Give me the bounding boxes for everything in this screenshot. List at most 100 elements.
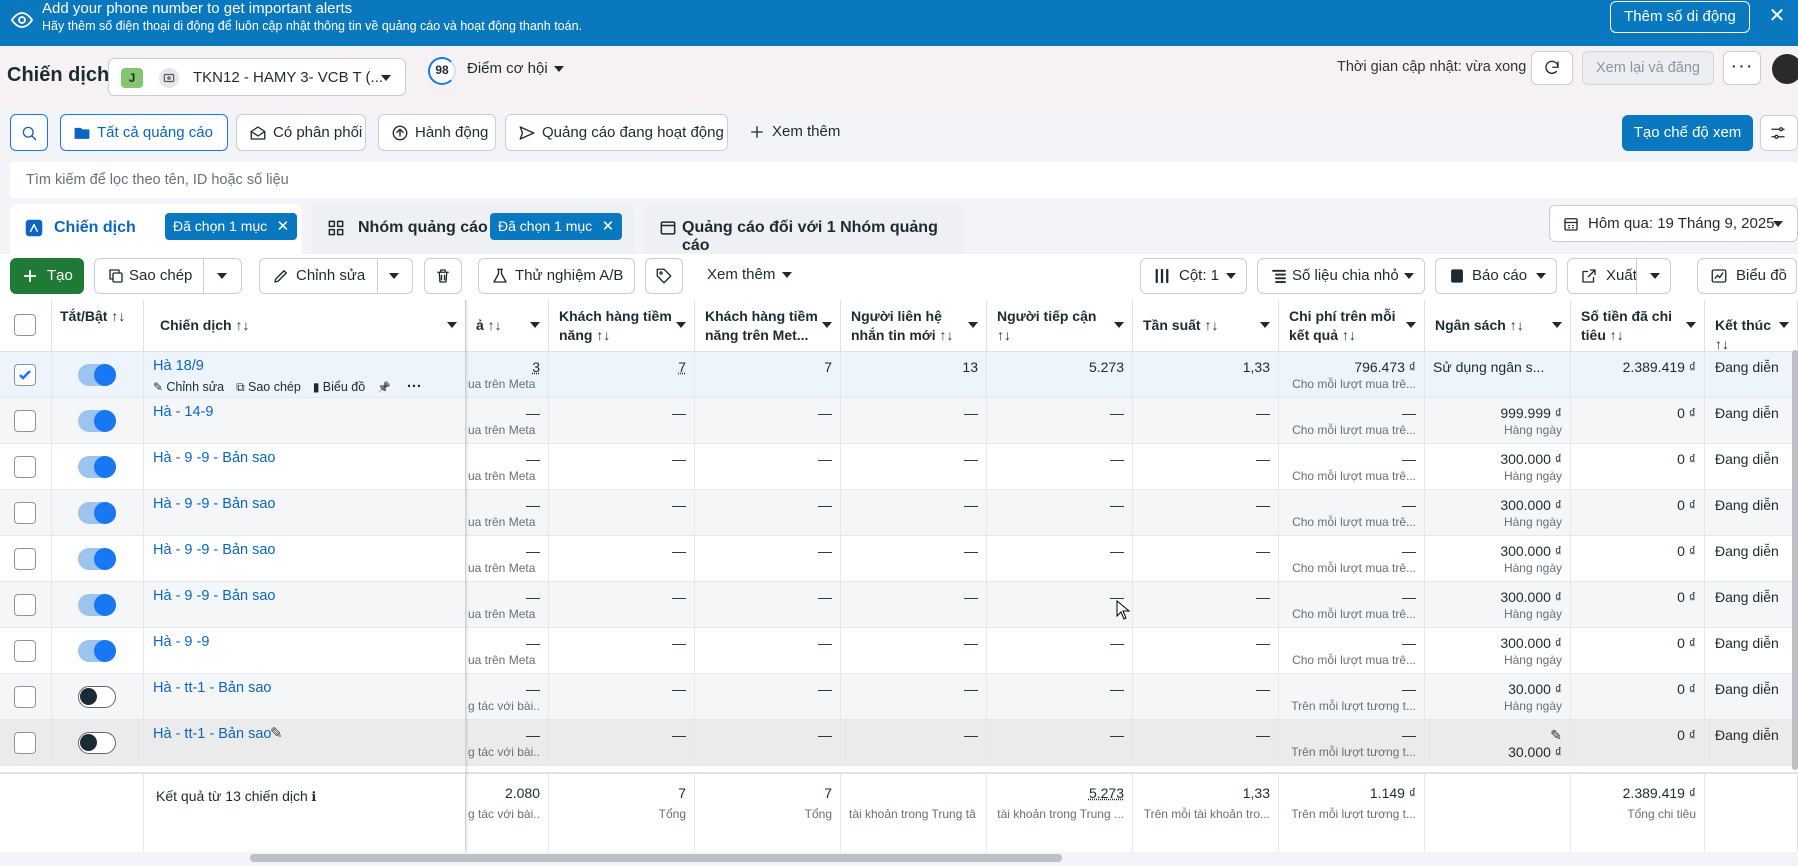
column-header-budget[interactable]: Ngân sách ↑↓ bbox=[1425, 300, 1571, 352]
column-header-toggle[interactable]: Tắt/Bật ↑↓ bbox=[52, 300, 144, 352]
chevron-down-icon[interactable] bbox=[1686, 322, 1696, 328]
status-toggle[interactable] bbox=[78, 548, 116, 570]
row-checkbox[interactable] bbox=[14, 364, 36, 386]
horizontal-scrollbar[interactable] bbox=[250, 854, 1062, 862]
column-header-end[interactable]: Kết thúc ↑↓ bbox=[1705, 300, 1798, 352]
filter-active-ads[interactable]: Quảng cáo đang hoạt động bbox=[505, 114, 728, 151]
filter-delivery[interactable]: Có phân phối bbox=[236, 114, 366, 151]
status-toggle[interactable] bbox=[78, 686, 116, 708]
row-checkbox[interactable] bbox=[14, 640, 36, 662]
column-header-leads-meta[interactable]: Khách hàng tiềm năng trên Met... bbox=[695, 300, 841, 352]
review-publish-button[interactable]: Xem lại và đăng bbox=[1582, 51, 1714, 85]
pin-icon[interactable]: 📌 bbox=[377, 382, 391, 394]
campaign-selected-chip[interactable]: Đã chọn 1 mục ✕ bbox=[165, 213, 298, 240]
opportunity-score-badge[interactable]: 98 bbox=[428, 57, 456, 85]
vertical-scrollbar[interactable] bbox=[1792, 350, 1798, 770]
table-row[interactable]: Hà 18/9 ✎ Chỉnh sửa ⧉ Sao chép ▮ Biểu đồ 📌 ··… bbox=[0, 352, 1798, 398]
status-toggle[interactable] bbox=[78, 456, 116, 478]
row-checkbox[interactable] bbox=[14, 410, 36, 432]
close-icon[interactable]: ✕ bbox=[276, 218, 290, 235]
chevron-down-icon[interactable] bbox=[968, 322, 978, 328]
table-row[interactable]: Hà - 9 -9 — ua trên Meta — — — — — — Cho mỗi lượt… bbox=[0, 628, 1798, 674]
pencil-icon[interactable]: ✎ bbox=[270, 725, 283, 742]
info-icon[interactable]: ℹ bbox=[307, 789, 317, 804]
campaign-name-link[interactable]: Hà - tt-1 - Bản sao bbox=[153, 726, 272, 742]
column-header-results[interactable]: ả ↑↓ bbox=[466, 300, 549, 352]
column-header-amount-spent[interactable]: Số tiền đã chi tiêu ↑↓ bbox=[1571, 300, 1705, 352]
campaign-name-link[interactable]: Hà - 9 -9 - Bản sao bbox=[153, 496, 276, 512]
filter-all-ads[interactable]: Tất cả quảng cáo bbox=[60, 114, 228, 151]
campaign-name-link[interactable]: Hà - 9 -9 - Bản sao bbox=[153, 450, 276, 466]
toolbar-more-button[interactable]: Xem thêm bbox=[695, 258, 805, 294]
date-range-picker[interactable]: Hôm qua: 19 Tháng 9, 2025 bbox=[1549, 205, 1798, 242]
tag-button[interactable] bbox=[645, 258, 683, 294]
table-row[interactable]: Hà - tt-1 - Bản sao — g tác với bài... — — — —… bbox=[0, 674, 1798, 720]
refresh-button[interactable] bbox=[1531, 51, 1573, 85]
chart-button[interactable]: Biểu đồ bbox=[1697, 258, 1797, 294]
table-row[interactable]: Hà - 9 -9 - Bản sao — ua trên Meta — — — — — — Ch… bbox=[0, 536, 1798, 582]
campaign-name-link[interactable]: Hà - 9 -9 - Bản sao bbox=[153, 588, 276, 604]
status-toggle[interactable] bbox=[78, 732, 116, 754]
table-row[interactable]: Hà - 9 -9 - Bản sao — ua trên Meta — — — — — — Ch… bbox=[0, 444, 1798, 490]
filter-see-more[interactable]: Xem thêm bbox=[736, 114, 846, 151]
more-options-icon[interactable]: ··· bbox=[406, 378, 422, 395]
column-header-reach[interactable]: Người tiếp cận ↑↓ bbox=[987, 300, 1133, 352]
reports-button[interactable]: Báo cáo bbox=[1435, 258, 1557, 294]
campaign-name-link[interactable]: Hà - tt-1 - Bản sao bbox=[153, 680, 272, 696]
campaign-name-link[interactable]: Hà 18/9 bbox=[153, 358, 204, 374]
table-row[interactable]: Hà - 14-9 — ua trên Meta — — — — — — Cho mỗi lượt… bbox=[0, 398, 1798, 444]
column-header-campaign[interactable]: Chiến dịch ↑↓ bbox=[144, 300, 466, 352]
chevron-down-icon[interactable] bbox=[552, 62, 566, 76]
row-checkbox[interactable] bbox=[14, 548, 36, 570]
chevron-down-icon[interactable] bbox=[822, 322, 832, 328]
edit-button[interactable]: Chỉnh sửa bbox=[259, 258, 413, 294]
chevron-down-icon[interactable] bbox=[1648, 269, 1662, 283]
search-button[interactable] bbox=[10, 114, 48, 151]
duplicate-button[interactable]: Sao chép bbox=[94, 258, 242, 294]
table-row[interactable]: Hà - tt-1 - Bản sao ✎ — g tác với bài... — — —… bbox=[0, 720, 1798, 766]
column-header-new-contacts[interactable]: Người liên hệ nhắn tin mới ↑↓ bbox=[841, 300, 987, 352]
export-button[interactable]: Xuất bbox=[1567, 258, 1671, 294]
row-checkbox[interactable] bbox=[14, 502, 36, 524]
chevron-down-icon[interactable] bbox=[1406, 322, 1416, 328]
columns-button[interactable]: Cột: 1 bbox=[1140, 258, 1247, 294]
chevron-down-icon[interactable] bbox=[387, 269, 401, 283]
create-view-button[interactable]: Tạo chế độ xem bbox=[1622, 115, 1753, 151]
status-toggle[interactable] bbox=[78, 502, 116, 524]
tab-campaigns[interactable]: Chiến dịch Đã chọn 1 mục ✕ bbox=[10, 204, 302, 254]
filter-actions[interactable]: Hành động bbox=[378, 114, 496, 151]
ab-test-button[interactable]: Thử nghiệm A/B bbox=[478, 258, 635, 294]
pencil-icon[interactable]: ✎ bbox=[1550, 727, 1562, 743]
select-all-checkbox[interactable] bbox=[14, 314, 36, 336]
delete-button[interactable] bbox=[424, 258, 462, 294]
chevron-down-icon[interactable] bbox=[1552, 322, 1562, 328]
status-toggle[interactable] bbox=[78, 594, 116, 616]
account-selector[interactable]: J TKN12 - HAMY 3- VCB T (... bbox=[108, 58, 406, 96]
table-row[interactable]: Hà - 9 -9 - Bản sao — ua trên Meta — — — — — — Ch… bbox=[0, 582, 1798, 628]
column-header-frequency[interactable]: Tần suất ↑↓ bbox=[1133, 300, 1279, 352]
column-header-cb[interactable] bbox=[0, 300, 52, 352]
tab-ads[interactable]: Quảng cáo đối với 1 Nhóm quảng cáo bbox=[644, 204, 964, 254]
view-settings-button[interactable] bbox=[1760, 115, 1798, 151]
search-input[interactable]: Tìm kiếm để lọc theo tên, ID hoặc số liệ… bbox=[10, 162, 1798, 198]
row-checkbox[interactable] bbox=[14, 686, 36, 708]
row-checkbox[interactable] bbox=[14, 456, 36, 478]
more-options-button[interactable]: ··· bbox=[1723, 51, 1761, 85]
adset-selected-chip[interactable]: Đã chọn 1 mục ✕ bbox=[490, 213, 623, 240]
chevron-down-icon[interactable] bbox=[1114, 322, 1124, 328]
chevron-down-icon[interactable] bbox=[1260, 322, 1270, 328]
breakdown-button[interactable]: Số liệu chia nhỏ bbox=[1257, 258, 1425, 294]
chevron-down-icon[interactable] bbox=[447, 322, 457, 328]
row-action-edit[interactable]: ✎ Chỉnh sửa bbox=[153, 380, 224, 394]
close-icon[interactable]: ✕ bbox=[601, 218, 615, 235]
opportunity-score-label[interactable]: Điểm cơ hội bbox=[467, 60, 548, 77]
row-checkbox[interactable] bbox=[14, 732, 36, 754]
tab-adsets[interactable]: Nhóm quảng cáo Đã chọn 1 mục ✕ bbox=[312, 204, 634, 254]
chevron-down-icon[interactable] bbox=[676, 322, 686, 328]
add-phone-button[interactable]: Thêm số di động bbox=[1610, 1, 1750, 33]
row-checkbox[interactable] bbox=[14, 594, 36, 616]
avatar[interactable] bbox=[1772, 54, 1798, 84]
campaign-name-link[interactable]: Hà - 9 -9 bbox=[153, 634, 210, 650]
chevron-down-icon[interactable] bbox=[1779, 322, 1789, 328]
status-toggle[interactable] bbox=[78, 410, 116, 432]
